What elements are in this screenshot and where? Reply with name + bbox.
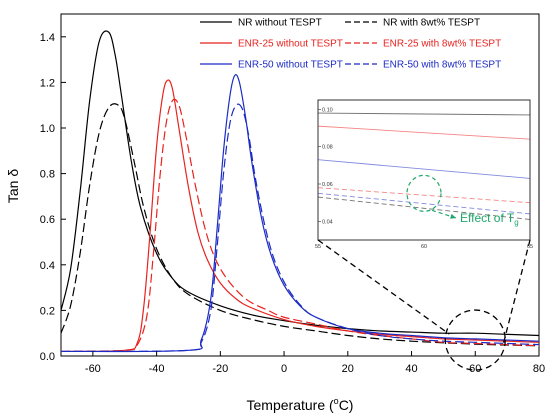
zoom-connector-left (317, 239, 450, 335)
x-tick-label: 40 (405, 363, 417, 375)
x-axis-title-tail: C) (339, 397, 354, 413)
series-layer (61, 30, 539, 353)
y-axis-title: Tan δ (5, 169, 21, 203)
inset-y-tick-label: 0.08 (322, 145, 333, 151)
zoom-ellipse (444, 309, 506, 371)
inset-series-line-4 (318, 187, 530, 204)
x-tick-label: -20 (212, 363, 228, 375)
legend-label-4: ENR-25 with 8wt% TESPT (383, 39, 501, 50)
legend-label-1: NR without TESPT (238, 18, 322, 29)
y-tick-label: 0.0 (40, 351, 55, 363)
series-line-5 (61, 74, 539, 353)
x-axis-ticks: -60 -40 -20 0 20 40 60 80 (85, 351, 545, 375)
x-tick-label: 60 (469, 363, 481, 375)
inset-y-tick-label: 0.06 (322, 182, 333, 188)
series-line-6 (61, 103, 539, 353)
inset-y-tick-label: 0.04 (322, 219, 333, 225)
zoom-indicator (317, 239, 531, 371)
y-tick-label: 1.0 (40, 123, 55, 135)
x-tick-label: 80 (533, 363, 545, 375)
x-tick-label: -40 (149, 363, 165, 375)
legend-label-5: ENR-50 without TESPT (238, 60, 343, 71)
inset-x-tick-label: 60 (421, 244, 427, 250)
legend-label-3: ENR-25 without TESPT (238, 39, 343, 50)
x-tick-label: -60 (85, 363, 101, 375)
inset-annotation: Effect of Tg (406, 174, 519, 227)
inset-x-tick-label: 65 (527, 244, 533, 250)
x-tick-label: 0 (281, 363, 287, 375)
tg-annotation-sub: g (514, 218, 518, 227)
x-tick-label: 20 (342, 363, 354, 375)
tg-arrow-head (450, 213, 456, 219)
inset-frame (317, 99, 531, 241)
plot-frame (60, 13, 540, 357)
legend-label-2: NR with 8wt% TESPT (383, 18, 480, 29)
inset-series-line-3 (318, 159, 530, 179)
series-line-3 (61, 79, 539, 353)
inset-x-tick-label: 55 (315, 244, 321, 250)
tg-highlight-ellipse (406, 174, 442, 212)
x-axis-title: Temperature (oC) (247, 396, 354, 413)
inset-ticks: 55 60 65 0.04 0.06 0.08 0.10 (315, 107, 533, 250)
legend-label-6: ENR-50 with 8wt% TESPT (383, 60, 501, 71)
inset-plot: 55 60 65 0.04 0.06 0.08 0.10 Effect of Tg (315, 99, 533, 250)
y-tick-label: 0.4 (40, 260, 55, 272)
y-tick-label: 1.2 (40, 77, 55, 89)
tg-annotation-text: Effect of Tg (460, 211, 519, 227)
y-tick-label: 0.6 (40, 214, 55, 226)
inset-series-line-6 (318, 196, 530, 220)
legend: NR without TESPT NR with 8wt% TESPT ENR-25… (200, 18, 501, 71)
x-axis-title-super: o (334, 396, 339, 406)
y-tick-label: 0.8 (40, 169, 55, 181)
y-tick-label: 0.2 (40, 305, 55, 317)
inset-series-layer (318, 112, 530, 220)
y-axis-ticks: 0.0 0.2 0.4 0.6 0.8 1.0 1.2 1.4 (40, 32, 66, 363)
y-tick-label: 1.4 (40, 32, 55, 44)
inset-y-tick-label: 0.10 (322, 107, 333, 113)
inset-series-line-1 (318, 112, 530, 116)
series-line-2 (61, 103, 539, 347)
inset-series-line-2 (318, 125, 530, 140)
inset-series-line-5 (318, 192, 530, 215)
zoom-connector-right (502, 239, 531, 345)
